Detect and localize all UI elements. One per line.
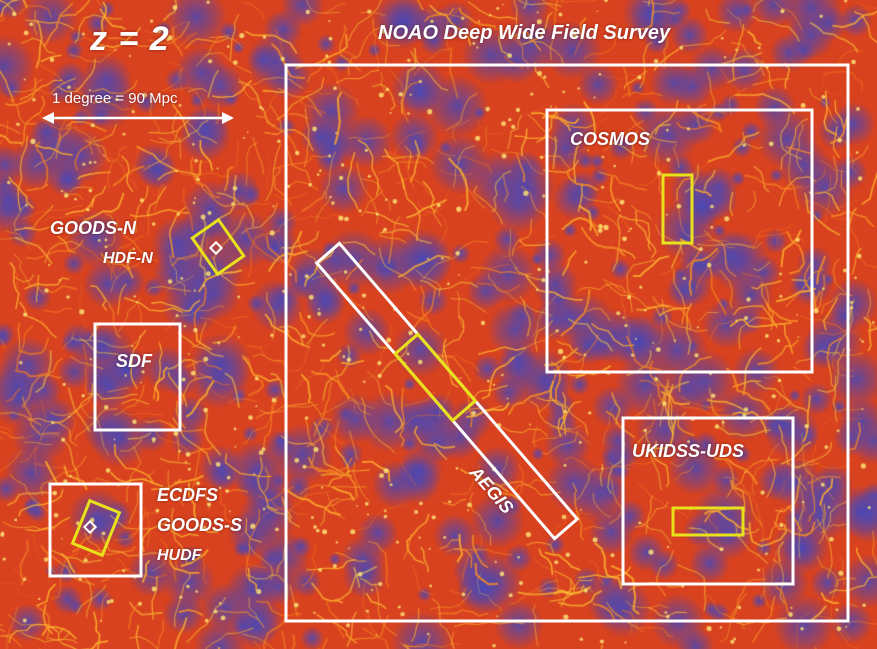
goods-n-outline <box>192 220 243 274</box>
ndwfs-field-outline <box>286 65 848 621</box>
goods-n-label: GOODS-N <box>50 219 136 237</box>
ukidss-uds-inner-outline <box>673 508 743 535</box>
ecdfs-label: ECDFS <box>157 486 218 504</box>
sdf-field-outline <box>95 324 180 430</box>
hdf-n-marker <box>210 242 221 253</box>
hdf-n-label: HDF-N <box>103 251 153 267</box>
cosmos-field-outline <box>547 110 812 372</box>
redshift-label: z = 2 <box>90 22 170 56</box>
ukidss-uds-label: UKIDSS-UDS <box>632 442 744 460</box>
scale-bar-arrow <box>42 112 234 124</box>
survey-title: NOAO Deep Wide Field Survey <box>378 23 670 43</box>
sdf-label: SDF <box>116 352 152 370</box>
hudf-label: HUDF <box>157 548 201 564</box>
hudf-marker <box>84 521 95 532</box>
scale-bar-label: 1 degree = 90 Mpc <box>52 91 178 106</box>
goods-s-label: GOODS-S <box>157 516 242 534</box>
cosmos-label: COSMOS <box>570 130 650 148</box>
aegis-strip <box>317 243 578 538</box>
ecdfs-field-outline <box>50 484 141 576</box>
cosmos-inner-outline <box>663 175 692 243</box>
